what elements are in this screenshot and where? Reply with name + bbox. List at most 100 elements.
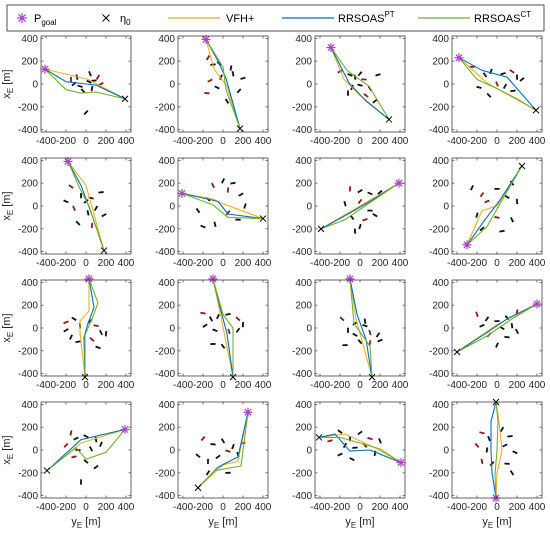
x-axis-label: yE [m] xyxy=(71,516,100,530)
goal-marker xyxy=(208,274,218,284)
obstacle xyxy=(220,178,226,184)
obstacle xyxy=(83,434,89,439)
plot-area xyxy=(178,402,268,498)
obstacle xyxy=(375,332,381,338)
y-axis-label-unit: [m] xyxy=(1,191,13,209)
obstacle xyxy=(357,198,363,205)
rrsoas-pt-trajectory xyxy=(458,57,537,111)
y-tick-label: 400 xyxy=(21,400,38,411)
x-tick-label: -400 xyxy=(173,136,193,147)
y-axis-label: xE [m] xyxy=(1,313,15,342)
legend-vfh-label: VFH+ xyxy=(226,13,254,25)
x-tick-label: 0 xyxy=(220,380,226,391)
obstacle xyxy=(502,443,508,448)
plot-content xyxy=(195,412,249,489)
legend-vfh-entry: VFH+ xyxy=(168,13,254,25)
goal-marker xyxy=(84,274,94,284)
obstacle xyxy=(89,337,95,342)
x-tick-label: -200 xyxy=(56,136,76,147)
obstacle xyxy=(479,191,485,198)
obstacle xyxy=(484,316,490,322)
y-tick-label: -400 xyxy=(292,125,312,136)
obstacle xyxy=(240,76,246,80)
y-tick-label: 400 xyxy=(158,156,175,167)
obstacle xyxy=(514,328,520,335)
obstacle xyxy=(361,78,367,81)
x-tick-label: -400 xyxy=(36,136,56,147)
rrsoas-ct-trajectory xyxy=(67,161,105,251)
legend-start-entry: η0 xyxy=(102,13,131,27)
plot-content xyxy=(204,39,246,129)
y-tick-label: -200 xyxy=(18,346,38,357)
obstacle xyxy=(499,426,505,433)
obstacle xyxy=(347,72,353,77)
x-tick-label: 200 xyxy=(98,136,115,147)
y-tick-label: 400 xyxy=(158,278,175,289)
obstacle xyxy=(70,76,72,83)
start-marker xyxy=(368,373,376,381)
obstacle xyxy=(367,436,373,441)
x-tick-label: 0 xyxy=(357,380,363,391)
goal-marker xyxy=(177,188,187,198)
x-axis-label-unit: [m] xyxy=(82,516,100,528)
obstacle xyxy=(367,191,373,196)
obstacle xyxy=(352,321,358,326)
x-tick-label: 200 xyxy=(235,136,252,147)
x-tick-label: -200 xyxy=(467,380,487,391)
rrsoas-ct-trajectory xyxy=(458,57,537,111)
obstacle xyxy=(225,312,231,316)
x-tick-label: 200 xyxy=(509,380,526,391)
y-tick-label: 0 xyxy=(306,324,312,335)
y-tick-label: 0 xyxy=(306,80,312,91)
rrsoas-pt-trajectory xyxy=(205,39,241,129)
rrsoas-pt-trajectory xyxy=(349,280,373,376)
obstacle xyxy=(362,324,368,328)
y-tick-label: -400 xyxy=(18,491,38,502)
y-tick-label: 200 xyxy=(21,423,38,434)
goal-marker xyxy=(326,42,336,52)
x-tick-label: 400 xyxy=(529,258,546,269)
obstacle xyxy=(200,224,206,229)
plot-area xyxy=(41,280,131,376)
start-marker xyxy=(315,434,323,441)
y-tick-label: -400 xyxy=(155,369,175,380)
legend-pt-label: RRSOAS xyxy=(338,13,384,25)
obstacle xyxy=(99,441,103,448)
y-tick-label: 400 xyxy=(21,34,38,45)
y-tick-label: -400 xyxy=(429,491,449,502)
obstacle xyxy=(63,442,69,448)
x-axis-label-sub: E xyxy=(214,521,219,530)
y-tick-label: 400 xyxy=(295,400,312,411)
y-tick-label: 200 xyxy=(21,57,38,68)
rrsoas-pt-trajectory xyxy=(330,47,390,120)
plot-area xyxy=(41,158,131,254)
obstacle xyxy=(220,438,226,444)
y-axis-label: xE [m] xyxy=(1,191,15,220)
obstacle xyxy=(509,69,515,74)
goal-marker-icon xyxy=(17,13,27,23)
obstacle xyxy=(519,77,525,82)
x-tick-label: -400 xyxy=(36,380,56,391)
plot-content xyxy=(63,161,107,251)
x-tick-label: -200 xyxy=(193,136,213,147)
start-marker-icon xyxy=(102,14,110,22)
obstacle xyxy=(71,316,77,321)
goal-marker xyxy=(394,178,404,188)
obstacle xyxy=(502,83,508,89)
obstacle xyxy=(93,205,99,211)
y-tick-label: 0 xyxy=(169,202,175,213)
start-marker xyxy=(259,215,267,222)
obstacle xyxy=(372,212,378,218)
x-tick-label: -400 xyxy=(310,502,330,513)
x-tick-label: 0 xyxy=(357,502,363,513)
obstacle xyxy=(346,327,350,333)
obstacle xyxy=(93,464,99,470)
plot-area xyxy=(315,280,405,376)
